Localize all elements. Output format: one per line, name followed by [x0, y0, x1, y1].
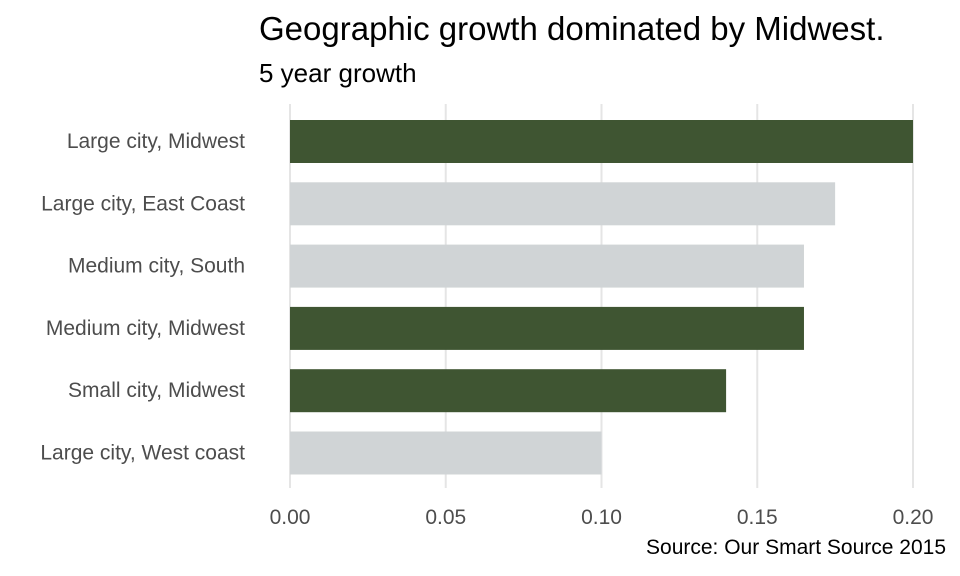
y-tick-label: Large city, West coast	[40, 442, 245, 465]
bar	[290, 244, 804, 288]
x-tick-label: 0.10	[581, 506, 622, 529]
chart-caption: Source: Our Smart Source 2015	[646, 536, 946, 559]
y-tick-label: Large city, Midwest	[67, 130, 245, 153]
chart-title: Geographic growth dominated by Midwest.	[259, 10, 885, 47]
x-tick-label: 0.15	[737, 506, 778, 529]
x-axis-ticks: 0.00 0.05 0.10 0.15 0.20	[270, 506, 934, 529]
y-tick-label: Large city, East Coast	[41, 192, 245, 215]
bar	[290, 120, 913, 163]
x-tick-label: 0.05	[425, 506, 466, 529]
y-tick-label: Medium city, Midwest	[46, 317, 245, 340]
y-tick-label: Medium city, South	[68, 255, 245, 278]
x-tick-label: 0.20	[893, 506, 934, 529]
bar	[290, 369, 727, 413]
y-tick-label: Small city, Midwest	[68, 379, 245, 402]
x-tick-label: 0.00	[270, 506, 311, 529]
grid-lines	[289, 104, 914, 488]
chart-subtitle: 5 year growth	[259, 58, 417, 88]
y-axis-labels: Large city, Midwest Large city, East Coas…	[40, 130, 245, 465]
bar	[290, 182, 836, 226]
bar	[290, 306, 804, 350]
bar	[290, 431, 602, 475]
bars	[290, 120, 913, 475]
